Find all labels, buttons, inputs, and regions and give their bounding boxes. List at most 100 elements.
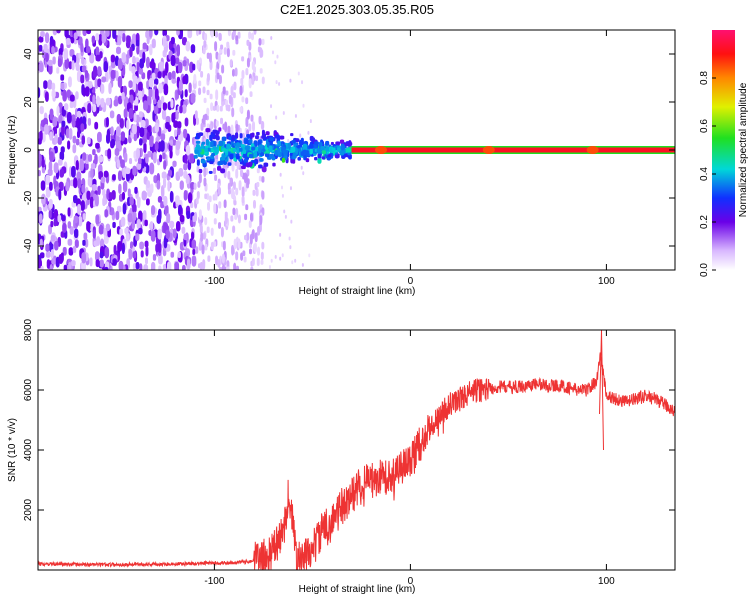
heatmap-cell: [162, 152, 166, 160]
heatmap-cell: [279, 172, 282, 177]
heatmap-cell: [302, 171, 305, 176]
heatmap-cell: [69, 94, 75, 102]
heatmap-cell: [183, 128, 188, 139]
heatmap-cell: [76, 110, 82, 118]
heatmap-cell: [238, 147, 243, 152]
heatmap-cell: [242, 250, 246, 257]
carrier-line-peak: [586, 146, 599, 154]
y-tick-label: -40: [23, 238, 34, 253]
heatmap-cell: [105, 116, 109, 128]
heatmap-cell: [153, 175, 158, 184]
colorbar-gradient: [712, 30, 735, 270]
heatmap-cell: [228, 94, 232, 105]
heatmap-cell: [229, 59, 233, 67]
heatmap-cell: [81, 135, 86, 145]
heatmap-cell: [230, 215, 234, 222]
heatmap-cell: [157, 143, 163, 151]
heatmap-cell: [104, 246, 110, 259]
heatmap-cell: [246, 134, 251, 138]
heatmap-cell: [191, 231, 195, 240]
heatmap-cell: [170, 98, 174, 109]
heatmap-cell: [89, 257, 93, 267]
heatmap-cell: [149, 43, 153, 56]
heatmap-cell: [226, 41, 230, 48]
heatmap-cell: [157, 99, 162, 109]
heatmap-cell: [136, 147, 140, 159]
heatmap-cell: [282, 111, 285, 116]
heatmap-cell: [203, 137, 207, 148]
heatmap-cell: [237, 214, 241, 224]
heatmap-cell: [56, 67, 60, 74]
heatmap-cell: [241, 196, 245, 204]
heatmap-cell: [215, 255, 219, 266]
heatmap-cell: [244, 173, 248, 183]
heatmap-cell: [49, 151, 54, 162]
heatmap-cell: [38, 87, 41, 98]
heatmap-cell: [80, 42, 84, 53]
heatmap-cell: [261, 176, 265, 183]
heatmap-cell: [316, 147, 322, 155]
heatmap-cell: [194, 110, 198, 120]
heatmap-cell: [87, 80, 93, 89]
heatmap-cell: [135, 39, 140, 47]
heatmap-cell: [198, 80, 202, 87]
heatmap-cell: [57, 136, 62, 145]
heatmap-cell: [206, 226, 210, 234]
snr-marks: [38, 330, 675, 570]
heatmap-cell: [94, 121, 99, 130]
heatmap-cell: [165, 121, 170, 130]
heatmap-cell: [239, 106, 243, 113]
heatmap-cell: [221, 154, 226, 161]
heatmap-cell: [150, 230, 156, 242]
heatmap-cell: [219, 48, 223, 54]
heatmap-cell: [125, 232, 130, 242]
heatmap-cell: [50, 220, 54, 228]
heatmap-cell: [175, 109, 179, 120]
heatmap-cell: [231, 187, 235, 198]
heatmap-cell: [243, 158, 249, 163]
heatmap-cell: [82, 239, 86, 246]
heatmap-cell: [49, 181, 53, 191]
heatmap-cell: [300, 165, 303, 170]
heatmap-cell: [159, 154, 163, 163]
carrier-line: [351, 147, 675, 153]
heatmap-cell: [255, 135, 259, 140]
heatmap-cell: [251, 132, 255, 138]
heatmap-cell: [313, 144, 318, 149]
heatmap-cell: [246, 109, 250, 120]
heatmap-cell: [195, 117, 199, 126]
heatmap-cell: [186, 258, 191, 269]
heatmap-cell: [237, 238, 241, 249]
heatmap-cell: [291, 260, 294, 265]
heatmap-cell: [84, 70, 89, 79]
heatmap-cell: [296, 145, 301, 149]
heatmap-cell: [223, 266, 227, 270]
heatmap-cell: [251, 60, 255, 71]
heatmap-cell: [214, 41, 218, 52]
heatmap-cell: [49, 264, 53, 270]
heatmap-cell: [43, 80, 48, 90]
heatmap-cell: [68, 76, 72, 88]
spectrogram-ticks: -100 0 100 -40 -20 0 20 40: [23, 30, 675, 287]
heatmap-cell: [175, 220, 181, 232]
heatmap-cell: [150, 183, 154, 194]
heatmap-cell: [275, 115, 278, 120]
heatmap-cell: [200, 122, 204, 131]
heatmap-cell: [168, 71, 172, 81]
heatmap-cell: [206, 89, 210, 96]
heatmap-cell: [171, 70, 176, 79]
heatmap-cell: [132, 211, 137, 221]
heatmap-cell: [218, 74, 222, 85]
heatmap-cell: [256, 257, 260, 267]
heatmap-cell: [100, 83, 105, 94]
heatmap-cell: [260, 259, 264, 265]
heatmap-cell: [265, 131, 270, 136]
heatmap-cell: [256, 181, 260, 188]
heatmap-cell: [198, 87, 202, 96]
heatmap-cell: [261, 190, 265, 200]
heatmap-cell: [211, 152, 215, 157]
heatmap-cell: [294, 138, 300, 143]
heatmap-cell: [84, 86, 90, 97]
heatmap-cell: [236, 155, 240, 160]
heatmap-cell: [242, 150, 247, 154]
